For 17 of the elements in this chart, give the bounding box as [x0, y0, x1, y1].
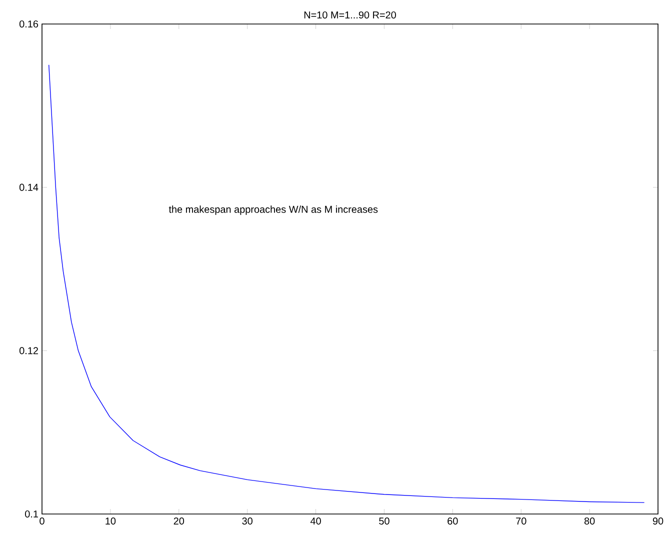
annotation: the makespan approaches W/N as M increases: [168, 206, 378, 215]
line-series: [48, 64, 645, 503]
x-tick-label: 0: [40, 518, 44, 525]
x-tick-label: 50: [379, 518, 390, 525]
chart-title: N=10 M=1...90 R=20: [304, 11, 396, 18]
x-tick-label: 70: [516, 518, 526, 525]
y-tick-label: 0.1: [25, 510, 38, 518]
x-tick-label: 40: [310, 518, 321, 525]
x-tick-label: 20: [174, 518, 184, 525]
x-tick-label: 60: [448, 518, 458, 525]
y-tick-label: 0.12: [19, 347, 38, 354]
y-tick-label: 0.14: [19, 184, 38, 191]
y-tick-label: 0.16: [19, 20, 38, 28]
x-tick-label: 80: [584, 518, 595, 525]
x-tick-label: 90: [652, 518, 664, 525]
x-tick-label: 10: [106, 518, 116, 525]
x-tick-label: 30: [242, 518, 252, 525]
